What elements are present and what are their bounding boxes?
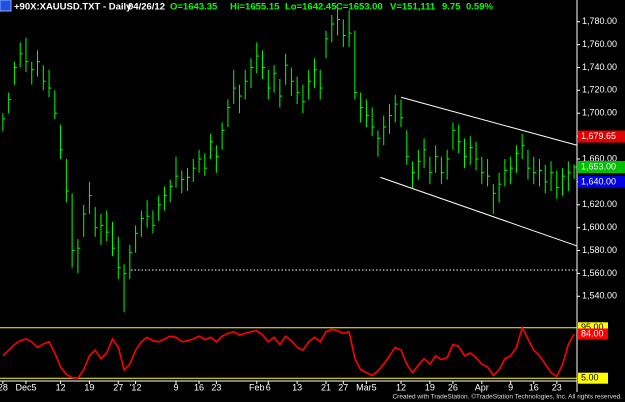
- x-tick-label: 19: [84, 382, 94, 392]
- volume: V=151,111: [390, 2, 436, 13]
- x-tick-label: 16: [529, 382, 539, 392]
- x-tick-label: 12: [56, 382, 66, 392]
- x-tick-label: Mar5: [356, 382, 377, 392]
- y-tick-label: 1,720.00: [582, 85, 617, 95]
- x-tick-label: 12: [396, 382, 406, 392]
- trendline: [400, 96, 578, 146]
- date: 04/26/12: [128, 2, 165, 13]
- x-tick-label: 9: [508, 382, 513, 392]
- level-box: [578, 372, 608, 384]
- footer: Created with TradeStation. ©TradeStation…: [392, 393, 622, 401]
- x-tick-label: 27: [338, 382, 348, 392]
- price-marker: [578, 175, 625, 188]
- symbol: +90X:XAUUSD.TXT - Daily: [14, 2, 132, 13]
- price-marker-label: 1,679.65: [581, 131, 616, 141]
- open: O=1643.35: [170, 2, 218, 13]
- x-tick-label: 16: [194, 382, 204, 392]
- x-tick-label: Feb: [249, 382, 265, 392]
- y-tick-label: 1,780.00: [582, 16, 617, 26]
- y-tick-label: 1,600.00: [582, 222, 617, 232]
- x-tick-label: 13: [292, 382, 302, 392]
- last-label: 84.00: [581, 328, 604, 338]
- x-tick-label: 21: [321, 382, 331, 392]
- last-marker: [578, 328, 608, 340]
- x-tick-label: Apr: [475, 382, 489, 392]
- x-tick-label: 27: [113, 382, 123, 392]
- oscillator-line: [2, 325, 575, 380]
- x-tick-label: 28: [0, 382, 8, 392]
- y-tick-label: 1,660.00: [582, 153, 617, 163]
- x-tick-label: 9: [173, 382, 178, 392]
- y-tick-label: 5.00: [581, 373, 599, 383]
- low: Lo=1642.45: [285, 2, 337, 13]
- price-marker-label: 1,640.00: [581, 176, 616, 186]
- y-tick-label: 1,540.00: [582, 291, 617, 301]
- y-tick-label: 95.00: [581, 322, 604, 332]
- y-tick-label: 1,700.00: [582, 108, 617, 118]
- chart-icon[interactable]: [0, 0, 12, 12]
- x-tick-label: 26: [448, 382, 458, 392]
- y-tick-label: 1,620.00: [582, 199, 617, 209]
- x-tick-label: '12: [130, 382, 142, 392]
- y-tick-label: 1,580.00: [582, 245, 617, 255]
- x-tick-label: 23: [211, 382, 221, 392]
- high: Hi=1655.15: [230, 2, 280, 13]
- change: 9.75: [442, 2, 461, 13]
- close: C=1653.00: [336, 2, 383, 13]
- y-tick-label: 1,560.00: [582, 268, 617, 278]
- x-tick-label: 23: [552, 382, 562, 392]
- price-marker: [578, 130, 625, 143]
- change-pct: 0.59%: [466, 2, 493, 13]
- x-tick-label: 6: [266, 382, 271, 392]
- x-tick-label: 19: [425, 382, 435, 392]
- price-marker-label: 1,653.00: [581, 161, 616, 171]
- x-tick-label: Dec5: [15, 382, 36, 392]
- price-marker: [578, 161, 625, 174]
- y-tick-label: 1,760.00: [582, 39, 617, 49]
- y-tick-label: 1,740.00: [582, 62, 617, 72]
- trendline: [380, 176, 578, 247]
- level-box: [578, 322, 608, 334]
